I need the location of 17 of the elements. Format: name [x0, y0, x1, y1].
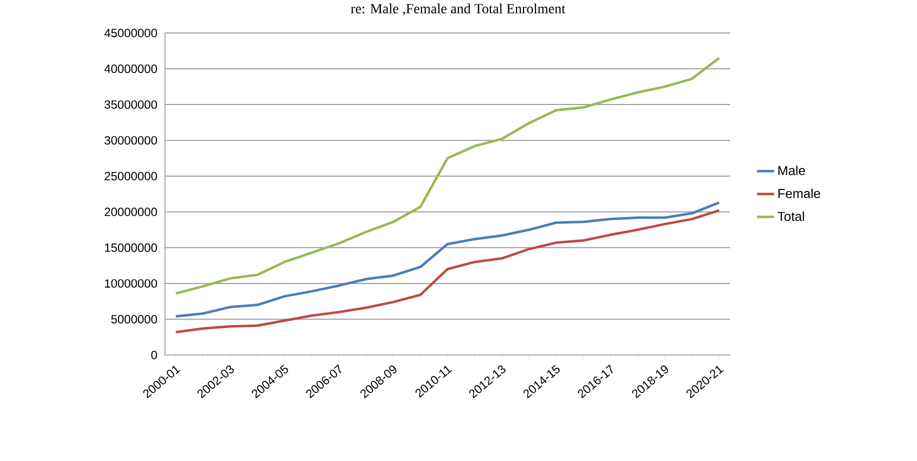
y-tick-label: 25000000 — [104, 172, 157, 180]
line-series — [174, 209, 720, 334]
y-tick-label: 45000000 — [104, 28, 157, 38]
line-series — [174, 201, 720, 318]
line-series — [174, 56, 720, 295]
y-tick-label: 30000000 — [104, 136, 157, 145]
legend-label: Male — [778, 166, 805, 176]
y-tick-label: 0 — [151, 350, 158, 360]
y-tick-label: 35000000 — [104, 100, 157, 109]
legend-label: Total — [778, 211, 804, 222]
y-tick-label: 10000000 — [104, 279, 157, 288]
y-tick-label: 40000000 — [104, 64, 157, 74]
chart-title: re: Male ,Female and Total Enrolment — [350, 4, 566, 16]
y-tick-label: 15000000 — [104, 243, 157, 252]
y-tick-label: 5000000 — [111, 314, 157, 324]
legend-label: Female — [778, 188, 820, 198]
y-tick-label: 20000000 — [104, 208, 157, 216]
